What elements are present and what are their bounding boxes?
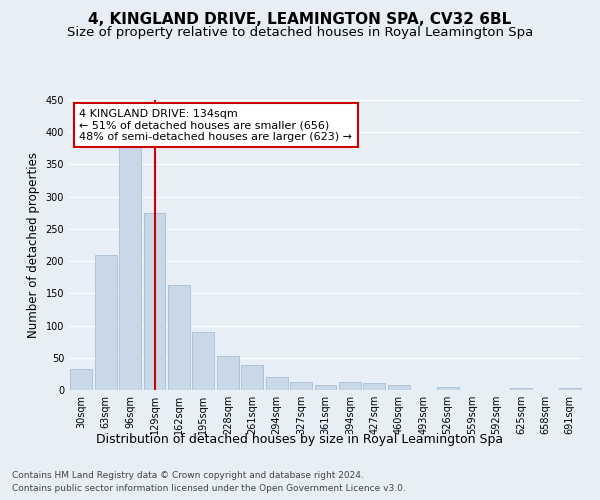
- Bar: [217, 356, 239, 390]
- Bar: [339, 382, 361, 390]
- Bar: [168, 285, 190, 390]
- Bar: [119, 146, 141, 390]
- Bar: [559, 388, 581, 390]
- Bar: [70, 368, 92, 390]
- Text: Contains public sector information licensed under the Open Government Licence v3: Contains public sector information licen…: [12, 484, 406, 493]
- Bar: [241, 365, 263, 390]
- Text: 4, KINGLAND DRIVE, LEAMINGTON SPA, CV32 6BL: 4, KINGLAND DRIVE, LEAMINGTON SPA, CV32 …: [88, 12, 512, 28]
- Text: Contains HM Land Registry data © Crown copyright and database right 2024.: Contains HM Land Registry data © Crown c…: [12, 471, 364, 480]
- Text: 4 KINGLAND DRIVE: 134sqm
← 51% of detached houses are smaller (656)
48% of semi-: 4 KINGLAND DRIVE: 134sqm ← 51% of detach…: [79, 108, 352, 142]
- Bar: [437, 387, 458, 390]
- Bar: [364, 383, 385, 390]
- Bar: [314, 386, 337, 390]
- Bar: [388, 386, 410, 390]
- Bar: [193, 332, 214, 390]
- Bar: [95, 254, 116, 390]
- Bar: [266, 377, 287, 390]
- Y-axis label: Number of detached properties: Number of detached properties: [27, 152, 40, 338]
- Bar: [510, 388, 532, 390]
- Bar: [143, 213, 166, 390]
- Text: Distribution of detached houses by size in Royal Leamington Spa: Distribution of detached houses by size …: [97, 432, 503, 446]
- Bar: [290, 382, 312, 390]
- Text: Size of property relative to detached houses in Royal Leamington Spa: Size of property relative to detached ho…: [67, 26, 533, 39]
